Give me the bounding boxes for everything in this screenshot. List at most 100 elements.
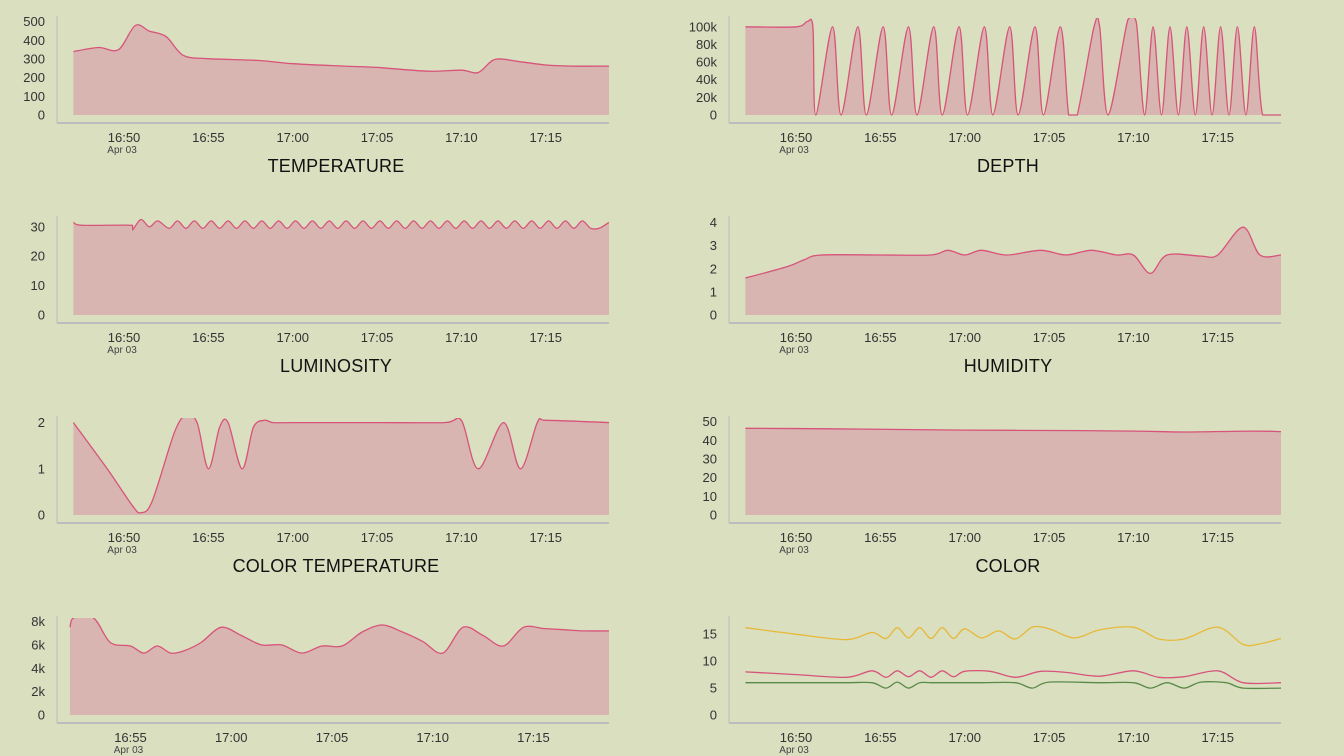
luminosity-y-tick-label: 0 [38,308,45,323]
panel-7-y-tick-label: 4k [31,661,45,676]
color-temperature-x-tick-label: 17:10 [445,530,478,545]
color-date-label: Apr 03 [779,545,809,556]
color-temperature-x-tick-label: 16:50 [108,530,141,545]
temperature-area-fill [73,24,609,115]
temperature-date-label: Apr 03 [107,145,137,156]
temperature-y-tick-label: 100 [23,89,45,104]
temperature-chart: 0 100 200 300 400 500 16:50 Apr 03 16:55 17:00 17:… [0,0,672,190]
color-temperature-chart: 0 1 2 16:50 Apr 03 16:55 17:00 17:05 17:10 17:15 … [0,400,672,590]
humidity-chart-title: HUMIDITY [963,356,1053,376]
temperature-series-line-0 [73,24,609,74]
luminosity-x-tick-label: 16:50 [108,330,141,345]
temperature-y-tick-label: 500 [23,14,45,29]
humidity-x-tick-label: 16:55 [864,330,897,345]
depth-x-tick-label: 16:55 [864,130,897,145]
panel-7-x-tick-label: 16:55 [114,730,147,745]
temperature-y-tick-label: 300 [23,52,45,67]
humidity-y-tick-label: 4 [710,215,717,230]
panel-8-x-tick-label: 17:00 [948,730,981,745]
panel-8-y-tick-label: 10 [703,654,717,669]
color-temperature-area-fill [73,418,609,515]
bottom-left-chart: 0 2k 4k 6k 8k 16:55 Apr 03 17:00 17:05 17:10 17:15 [0,600,672,756]
luminosity-date-label: Apr 03 [107,345,137,356]
depth-x-tick-label: 16:50 [780,130,813,145]
humidity-x-tick-label: 17:10 [1117,330,1150,345]
temperature-x-tick-label: 16:50 [108,130,141,145]
panel-7-area-fill [70,618,609,715]
color-temperature-x-tick-label: 17:15 [529,530,562,545]
color-temperature-date-label: Apr 03 [107,545,137,556]
luminosity-series-line-0 [73,218,609,231]
humidity-y-tick-label: 3 [710,238,717,253]
color-temperature-x-tick-label: 17:00 [276,530,309,545]
temperature-x-tick-label: 17:05 [361,130,394,145]
depth-x-tick-label: 17:15 [1201,130,1234,145]
depth-y-tick-label: 100k [689,19,718,34]
color-y-tick-label: 10 [703,489,717,504]
color-x-tick-label: 16:55 [864,530,897,545]
color-y-tick-label: 20 [703,470,717,485]
panel-8-x-tick-label: 16:50 [780,730,813,745]
depth-y-tick-label: 0 [710,108,717,123]
panel-7-x-tick-label: 17:15 [517,730,550,745]
depth-y-tick-label: 80k [696,37,717,52]
temperature-y-tick-label: 400 [23,33,45,48]
color-y-tick-label: 40 [703,433,717,448]
color-temperature-x-tick-label: 17:05 [361,530,394,545]
humidity-x-tick-label: 17:05 [1033,330,1066,345]
humidity-x-tick-label: 17:15 [1201,330,1234,345]
panel-7-date-label: Apr 03 [114,745,144,756]
temperature-y-tick-label: 200 [23,70,45,85]
color-series-line-0 [745,427,1281,433]
luminosity-chart-title: LUMINOSITY [279,356,392,376]
depth-y-tick-label: 60k [696,55,717,70]
humidity-date-label: Apr 03 [779,345,809,356]
color-x-tick-label: 17:15 [1201,530,1234,545]
temperature-x-tick-label: 17:10 [445,130,478,145]
color-y-tick-label: 30 [703,452,717,467]
panel-8-y-tick-label: 15 [703,627,717,642]
color-temperature-y-tick-label: 1 [38,461,45,476]
color-y-tick-label: 50 [703,414,717,429]
luminosity-area-fill [73,219,609,315]
depth-x-tick-label: 17:05 [1033,130,1066,145]
temperature-y-tick-label: 0 [38,108,45,123]
color-x-tick-label: 17:05 [1033,530,1066,545]
luminosity-x-tick-label: 17:15 [529,330,562,345]
panel-8-y-tick-label: 0 [710,708,717,723]
panel-7-x-tick-label: 17:00 [215,730,248,745]
panel-8-series-line-0 [745,625,1281,647]
depth-y-tick-label: 40k [696,72,717,87]
luminosity-y-tick-label: 10 [31,278,45,293]
humidity-y-tick-label: 0 [710,308,717,323]
color-x-tick-label: 17:00 [948,530,981,545]
humidity-x-tick-label: 17:00 [948,330,981,345]
panel-8-y-tick-label: 5 [710,681,717,696]
color-temperature-y-tick-label: 2 [38,415,45,430]
humidity-series-line-0 [745,226,1281,279]
panel-7-y-tick-label: 0 [38,708,45,723]
depth-date-label: Apr 03 [779,145,809,156]
panel-8-x-tick-label: 17:10 [1117,730,1150,745]
luminosity-x-tick-label: 17:05 [361,330,394,345]
depth-x-tick-label: 17:10 [1117,130,1150,145]
humidity-chart: 0 1 2 3 4 16:50 Apr 03 16:55 17:00 17:05 17:10 17:1… [672,200,1344,390]
panel-7-y-tick-label: 6k [31,637,45,652]
luminosity-x-tick-label: 16:55 [192,330,225,345]
depth-y-tick-label: 20k [696,90,717,105]
color-temperature-y-tick-label: 0 [38,508,45,523]
panel-7-y-tick-label: 8k [31,614,45,629]
temperature-chart-title: TEMPERATURE [267,156,405,176]
color-chart-title: COLOR [975,556,1041,576]
humidity-x-tick-label: 16:50 [780,330,813,345]
panel-7-series-line-0 [69,618,609,655]
humidity-y-tick-label: 2 [710,261,717,276]
color-temperature-chart-title: COLOR TEMPERATURE [232,556,440,576]
luminosity-y-tick-label: 30 [31,219,45,234]
